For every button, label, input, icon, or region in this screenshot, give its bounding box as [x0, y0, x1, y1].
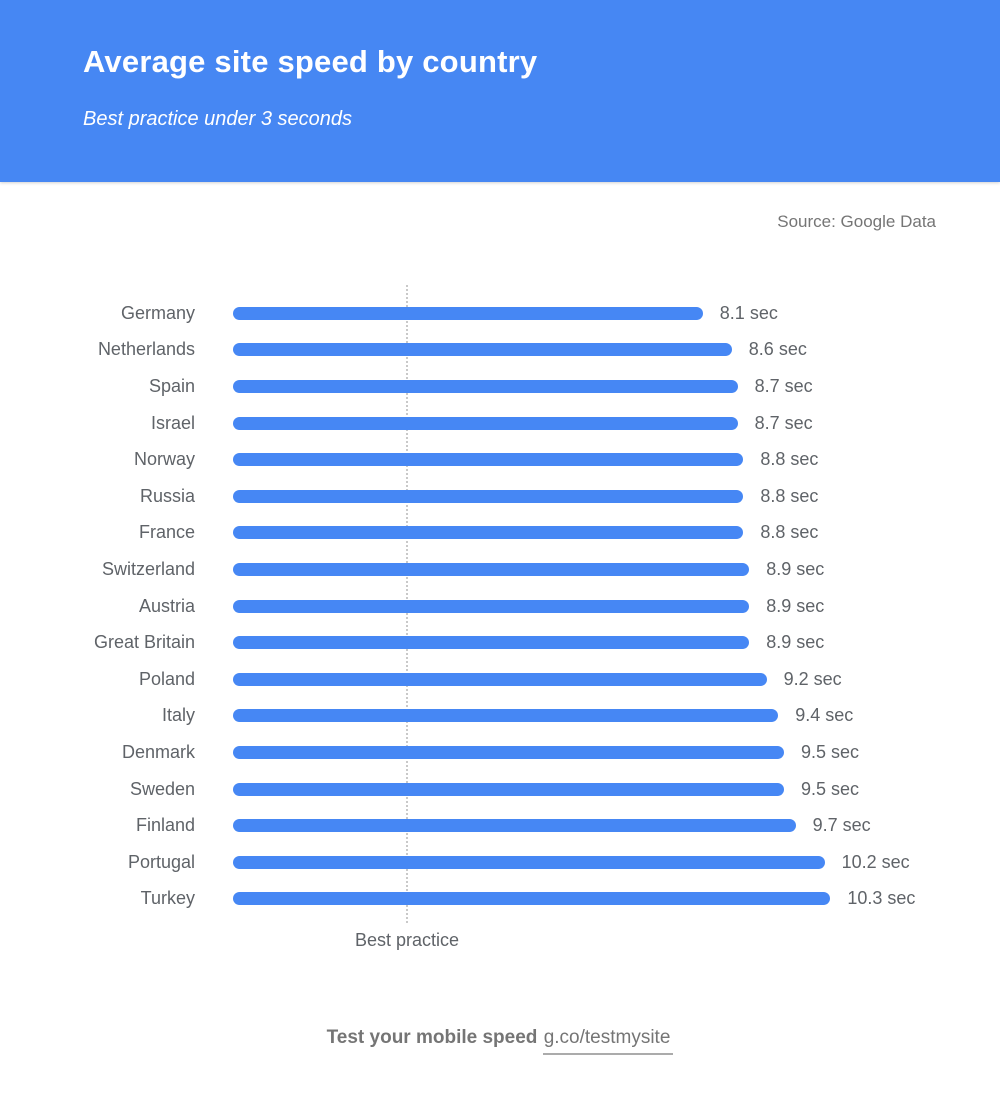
- value-label: 10.2 sec: [841, 851, 910, 872]
- bar: [233, 892, 831, 906]
- value-label: 8.7 sec: [754, 412, 813, 433]
- chart-row: Finland 9.7 sec: [0, 807, 1000, 844]
- country-label: Poland: [138, 668, 195, 689]
- value-label: 8.6 sec: [748, 339, 807, 360]
- value-label: 9.2 sec: [783, 668, 842, 689]
- chart-row: Portugal 10.2 sec: [0, 844, 1000, 881]
- chart-row: Austria 8.9 sec: [0, 588, 1000, 625]
- chart-row: France 8.8 sec: [0, 515, 1000, 552]
- bar-chart: Germany 8.1 sec Netherlands 8.6 sec Spain 8.7…: [0, 285, 1000, 985]
- value-label: 8.9 sec: [766, 632, 825, 653]
- value-label: 8.9 sec: [766, 595, 825, 616]
- header-banner: Average site speed by country Best pract…: [0, 0, 1000, 182]
- bar: [233, 672, 767, 686]
- bar: [233, 562, 750, 576]
- country-label: France: [138, 522, 195, 543]
- value-label: 10.3 sec: [847, 888, 916, 909]
- footer-cta-text: Test your mobile speed: [326, 1027, 538, 1048]
- chart-row: Russia 8.8 sec: [0, 478, 1000, 515]
- country-label: Switzerland: [101, 558, 195, 579]
- country-label: Great Britain: [93, 632, 195, 653]
- bar: [233, 416, 738, 430]
- source-attribution: Source: Google Data: [777, 212, 936, 231]
- value-label: 8.8 sec: [760, 522, 819, 543]
- value-label: 8.8 sec: [760, 449, 819, 470]
- value-label: 8.1 sec: [719, 302, 778, 323]
- country-label: Norway: [133, 449, 195, 470]
- value-label: 9.4 sec: [795, 705, 854, 726]
- chart-row: Poland 9.2 sec: [0, 661, 1000, 698]
- country-label: Sweden: [129, 778, 195, 799]
- value-label: 9.5 sec: [801, 741, 860, 762]
- bar: [233, 709, 779, 723]
- chart-row: Spain 8.7 sec: [0, 368, 1000, 405]
- bar: [233, 306, 703, 320]
- chart-row: Israel 8.7 sec: [0, 405, 1000, 442]
- chart-row: Denmark 9.5 sec: [0, 734, 1000, 771]
- best-practice-label: Best practice: [354, 930, 460, 950]
- chart-row: Netherlands 8.6 sec: [0, 332, 1000, 369]
- country-label: Germany: [120, 302, 195, 323]
- country-label: Turkey: [140, 888, 195, 909]
- country-label: Russia: [139, 485, 195, 506]
- bar: [233, 343, 732, 357]
- country-label: Finland: [135, 815, 195, 836]
- value-label: 9.5 sec: [801, 778, 860, 799]
- value-label: 8.9 sec: [766, 558, 825, 579]
- country-label: Denmark: [121, 741, 195, 762]
- chart-row: Turkey 10.3 sec: [0, 881, 1000, 918]
- chart-row: Sweden 9.5 sec: [0, 771, 1000, 808]
- bar: [233, 489, 744, 503]
- value-label: 8.8 sec: [760, 485, 819, 506]
- value-label: 9.7 sec: [812, 815, 871, 836]
- chart-row: Great Britain 8.9 sec: [0, 624, 1000, 661]
- country-label: Spain: [148, 375, 195, 396]
- bar: [233, 599, 750, 613]
- bar: [233, 636, 750, 650]
- bar: [233, 453, 744, 467]
- bar: [233, 855, 825, 869]
- bar: [233, 819, 796, 833]
- page-subtitle: Best practice under 3 seconds: [83, 108, 353, 130]
- country-label: Austria: [138, 595, 195, 616]
- country-label: Israel: [150, 412, 195, 433]
- footer-link[interactable]: g.co/testmysite: [542, 1027, 674, 1055]
- chart-row: Norway 8.8 sec: [0, 441, 1000, 478]
- footer: Test your mobile speed g.co/testmysite: [0, 1027, 1000, 1055]
- chart-row: Germany 8.1 sec: [0, 295, 1000, 332]
- country-label: Netherlands: [97, 339, 195, 360]
- value-label: 8.7 sec: [754, 375, 813, 396]
- country-label: Italy: [161, 705, 195, 726]
- bar: [233, 745, 784, 759]
- bar: [233, 526, 744, 540]
- page-title: Average site speed by country: [83, 44, 538, 79]
- bar: [233, 782, 784, 796]
- chart-rows: Germany 8.1 sec Netherlands 8.6 sec Spain 8.7…: [0, 285, 1000, 917]
- chart-row: Italy 9.4 sec: [0, 698, 1000, 735]
- bar: [233, 379, 738, 393]
- country-label: Portugal: [127, 851, 195, 872]
- chart-row: Switzerland 8.9 sec: [0, 551, 1000, 588]
